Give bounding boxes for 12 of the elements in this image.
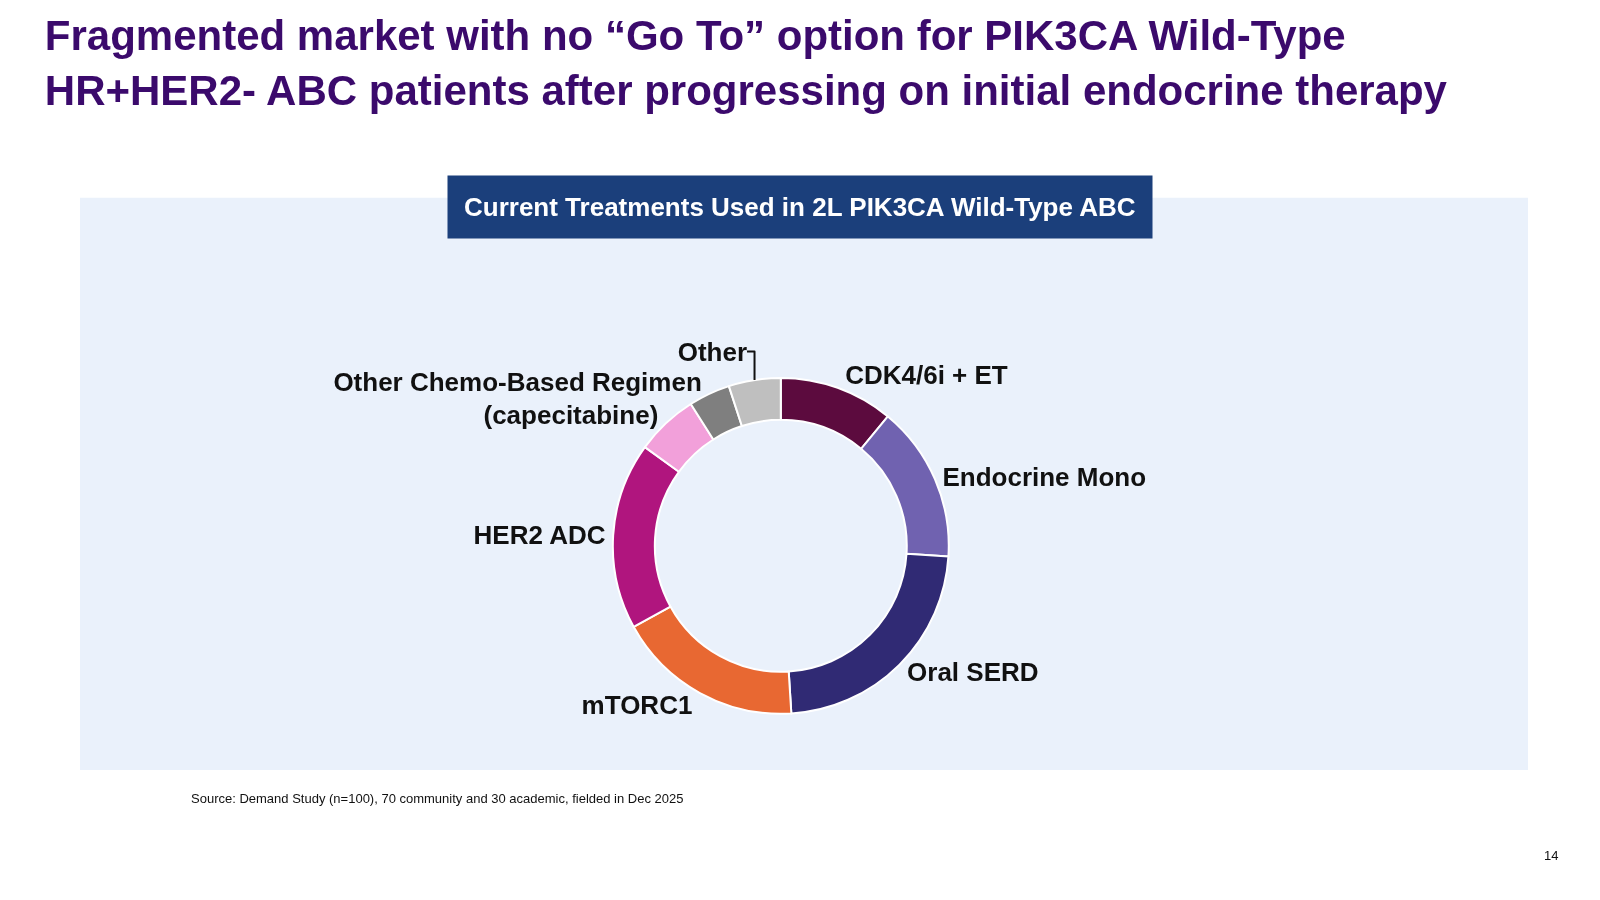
slice-label: Oral SERD [907, 657, 1039, 688]
text: 14 [1544, 848, 1559, 863]
slice-label: (capecitabine) [483, 400, 659, 431]
slice-label: Other [677, 336, 748, 367]
slice-label: Other Chemo-Based Regimen [333, 366, 702, 397]
chart-title: Fragmented market with no “Go To” option for PIK3CA Wild-Type HR+HER2- ABC patients after progressing on initial endocrine therapy [44, 12, 1448, 114]
source-note: Source: Demand Study (n=100), 70 community and 30 academic, fielded in Dec 2025 [191, 791, 684, 806]
slice-label: Endocrine Mono [942, 461, 1147, 492]
slice-label: CDK4/6i + ET [845, 359, 1008, 390]
slice-label: mTORC1 [581, 689, 693, 720]
chart-subtitle: Current Treatments Used in 2L PIK3CA Wild-Type ABC [464, 192, 1136, 222]
slice-label: HER2 ADC [473, 520, 606, 551]
